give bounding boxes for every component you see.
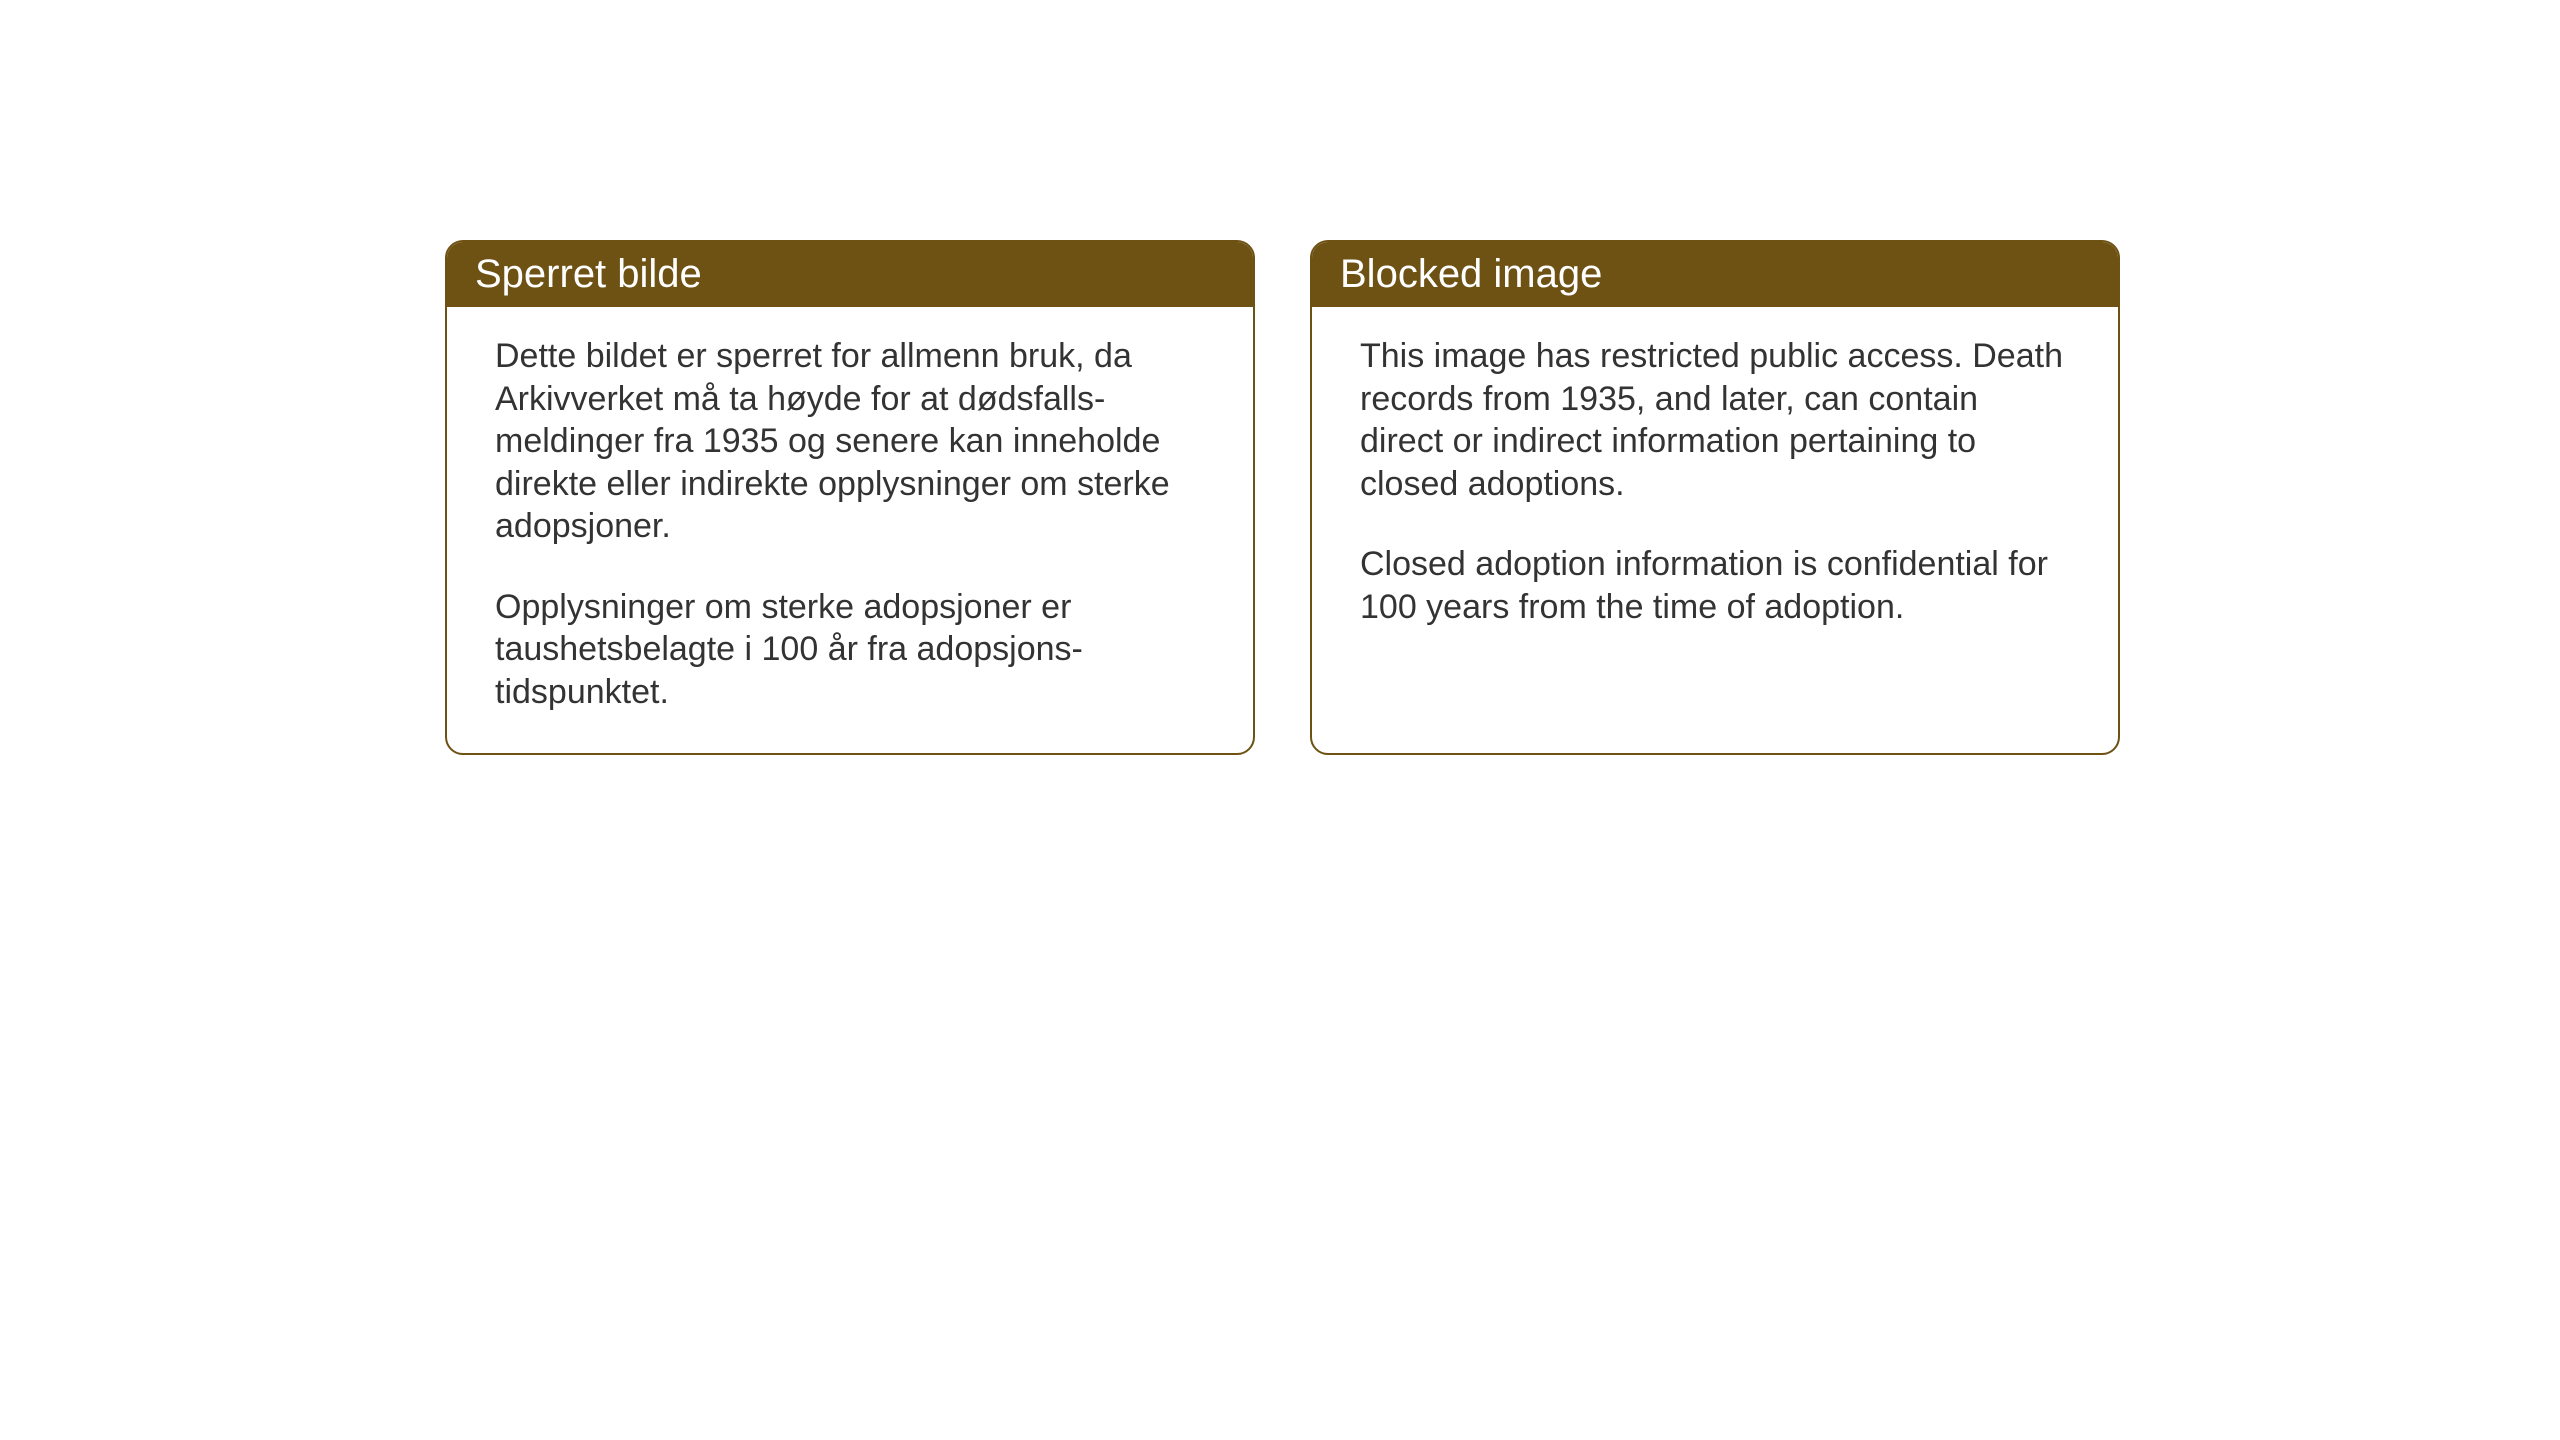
notice-container: Sperret bilde Dette bildet er sperret fo… [445,240,2120,755]
english-paragraph-1: This image has restricted public access.… [1360,335,2070,505]
english-notice-card: Blocked image This image has restricted … [1310,240,2120,755]
english-paragraph-2: Closed adoption information is confident… [1360,543,2070,628]
english-card-body: This image has restricted public access.… [1312,307,2118,668]
norwegian-paragraph-2: Opplysninger om sterke adopsjoner er tau… [495,586,1205,714]
norwegian-paragraph-1: Dette bildet er sperret for allmenn bruk… [495,335,1205,548]
norwegian-card-title: Sperret bilde [447,242,1253,307]
english-card-title: Blocked image [1312,242,2118,307]
norwegian-card-body: Dette bildet er sperret for allmenn bruk… [447,307,1253,753]
norwegian-notice-card: Sperret bilde Dette bildet er sperret fo… [445,240,1255,755]
